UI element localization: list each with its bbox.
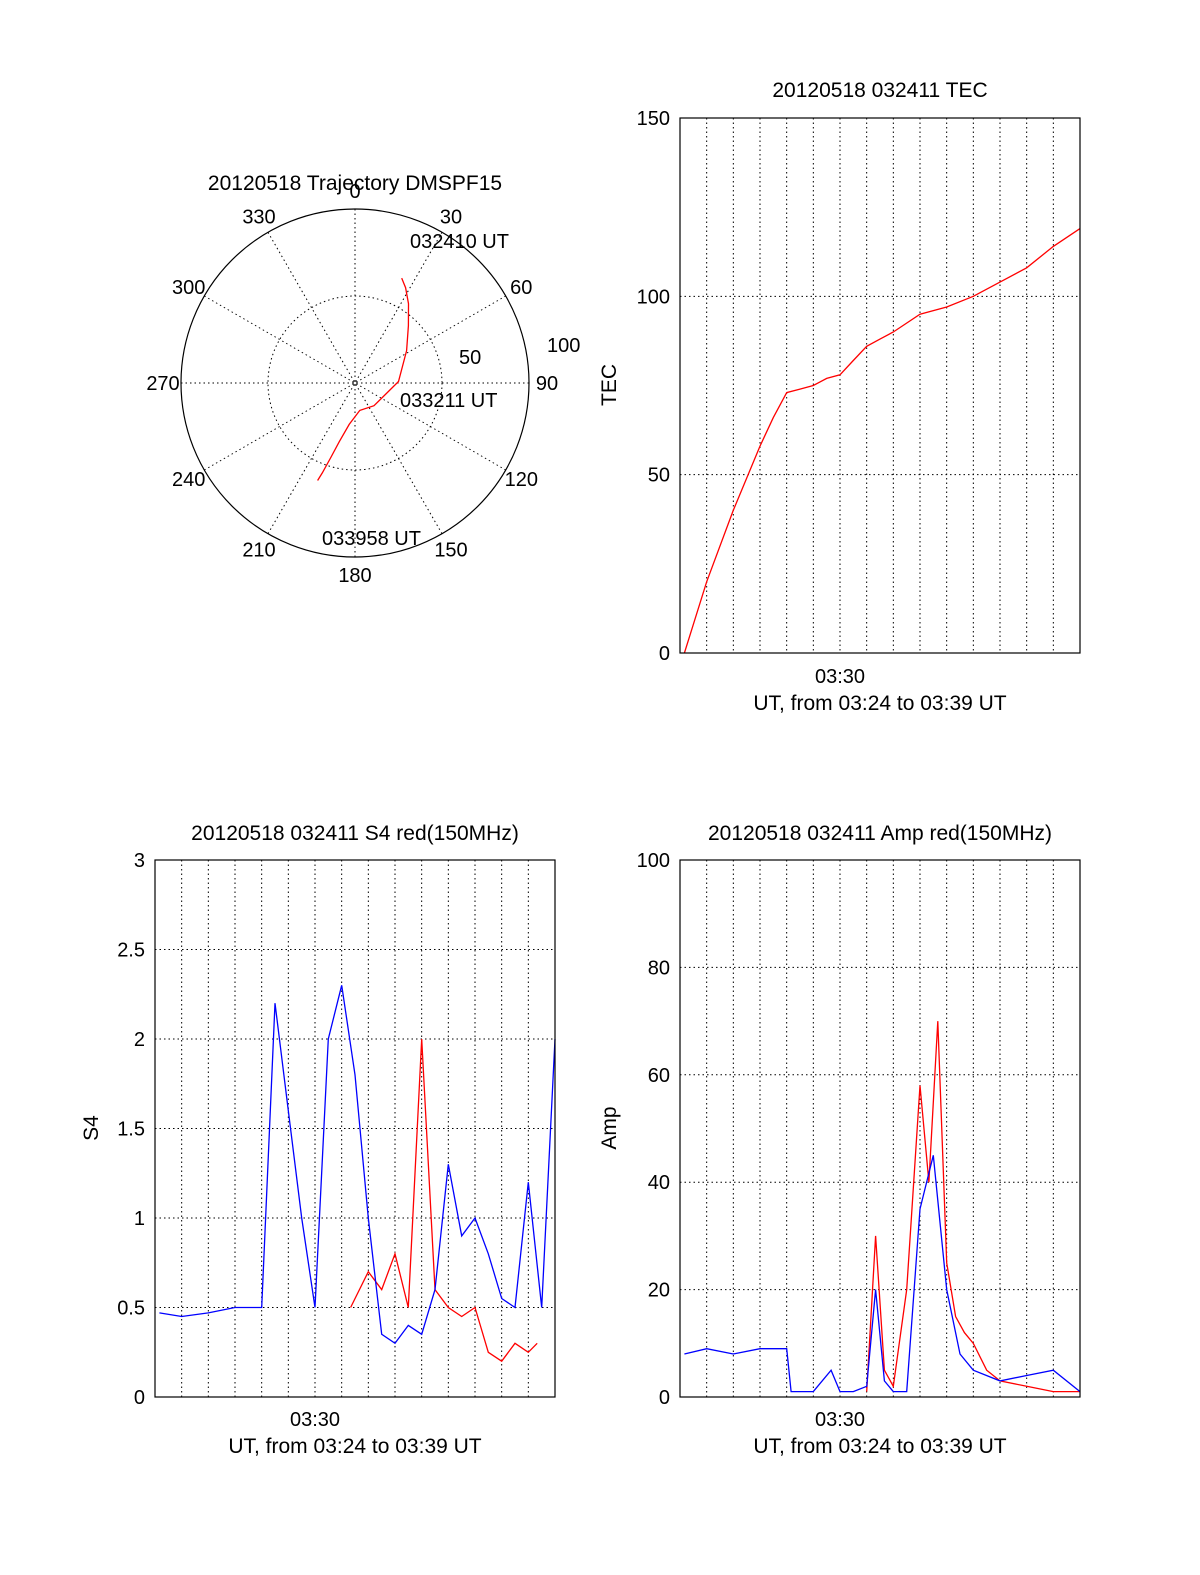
polar-trajectory-panel: 20120518 Trajectory DMSPF15 0 30 60 90 120 15… <box>146 172 580 587</box>
amp-title: 20120518 032411 Amp red(150MHz) <box>708 822 1052 845</box>
s4-grid <box>155 860 555 1397</box>
amp-y-tick-label: 60 <box>648 1065 670 1087</box>
polar-angle-label-0: 0 <box>349 181 360 203</box>
amp-x-tick-label: 03:30 <box>815 1409 865 1431</box>
s4-y-tick-label: 1.5 <box>117 1119 145 1141</box>
polar-angle-label-300: 300 <box>172 277 205 299</box>
polar-angle-label-90: 90 <box>536 373 558 395</box>
polar-angle-label-210: 210 <box>242 539 275 561</box>
trajectory-line <box>317 277 410 481</box>
polar-angle-label-240: 240 <box>172 469 205 491</box>
amp-y-tick-labels: 0 20 40 60 80 100 <box>637 850 670 1409</box>
annotation-start-time: 032410 UT <box>410 231 509 253</box>
annotation-mid-time: 033211 UT <box>400 390 497 412</box>
polar-angle-label-270: 270 <box>146 373 179 395</box>
amp-series-line-0 <box>866 1021 1080 1393</box>
s4-title: 20120518 032411 S4 red(150MHz) <box>191 822 519 845</box>
s4-y-tick-labels: 0 0.5 1 1.5 2 2.5 3 <box>117 850 145 1409</box>
annotation-end-time: 033958 UT <box>322 528 421 550</box>
s4-x-axis-label: UT, from 03:24 to 03:39 UT <box>228 1435 481 1458</box>
tec-plot-frame <box>679 117 1081 654</box>
tec-y-tick-label: 100 <box>637 286 670 308</box>
tec-title: 20120518 032411 TEC <box>772 79 987 102</box>
tec-y-tick-labels: 0 50 100 150 <box>637 108 670 665</box>
amp-y-tick-label: 0 <box>659 1387 670 1409</box>
polar-angle-label-60: 60 <box>510 277 532 299</box>
s4-panel: 20120518 032411 S4 red(150MHz) 0 0.5 1 1.5 2… <box>80 822 556 1458</box>
polar-angle-label-30: 30 <box>440 207 462 229</box>
amp-y-tick-label: 80 <box>648 957 670 979</box>
polar-angle-label-330: 330 <box>242 207 275 229</box>
s4-x-tick-label: 03:30 <box>290 1409 340 1431</box>
s4-y-tick-label: 0.5 <box>117 1298 145 1320</box>
s4-series-line-1 <box>159 985 556 1345</box>
tec-y-tick-label: 0 <box>659 643 670 665</box>
s4-y-tick-label: 2.5 <box>117 940 145 962</box>
tec-panel: 20120518 032411 TEC 0 50 100 150 03:30 UT, … <box>598 79 1081 715</box>
s4-y-tick-label: 0 <box>134 1387 145 1409</box>
polar-angle-labels: 0 30 60 90 120 150 180 210 240 270 300 330 <box>146 181 558 587</box>
tec-x-tick-label: 03:30 <box>815 666 865 688</box>
amp-panel: 20120518 032411 Amp red(150MHz) 0 20 40 60 8… <box>598 822 1081 1458</box>
polar-angle-label-120: 120 <box>505 469 538 491</box>
s4-y-tick-label: 3 <box>134 850 145 872</box>
tec-series <box>683 228 1081 654</box>
amp-y-tick-label: 100 <box>637 850 670 872</box>
polar-angle-label-150: 150 <box>434 539 467 561</box>
amp-series-line-1 <box>684 1155 1081 1393</box>
tec-y-tick-label: 150 <box>637 108 670 130</box>
polar-title: 20120518 Trajectory DMSPF15 <box>208 172 502 195</box>
amp-y-tick-label: 40 <box>648 1172 670 1194</box>
s4-y-tick-label: 2 <box>134 1029 145 1051</box>
polar-grid <box>181 209 529 557</box>
polar-outer-circle <box>180 208 530 558</box>
amp-grid <box>680 860 1080 1397</box>
s4-plot-frame <box>154 859 556 1398</box>
polar-angle-label-180: 180 <box>338 565 371 587</box>
tec-x-axis-label: UT, from 03:24 to 03:39 UT <box>753 692 1006 715</box>
amp-series <box>684 1021 1081 1393</box>
s4-y-tick-label: 1 <box>134 1208 145 1230</box>
amp-y-tick-label: 20 <box>648 1280 670 1302</box>
amp-y-axis-label: Amp <box>598 1106 621 1149</box>
s4-series-line-0 <box>350 1038 538 1363</box>
tec-y-tick-label: 50 <box>648 465 670 487</box>
polar-radius-label-100: 100 <box>547 335 580 357</box>
amp-x-axis-label: UT, from 03:24 to 03:39 UT <box>753 1435 1006 1458</box>
tec-series-line-0 <box>683 228 1081 654</box>
s4-y-axis-label: S4 <box>80 1115 103 1141</box>
s4-series <box>159 985 556 1363</box>
tec-grid <box>680 118 1080 653</box>
polar-radius-label-50: 50 <box>459 347 481 369</box>
amp-plot-frame <box>679 859 1081 1398</box>
tec-y-axis-label: TEC <box>598 364 621 406</box>
